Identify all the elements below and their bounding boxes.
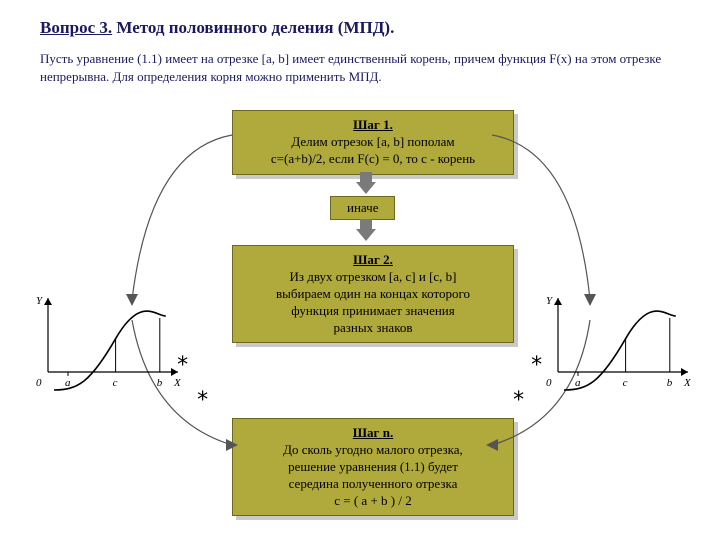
svg-text:a: a (575, 377, 581, 389)
asterisk-deco: * (196, 388, 209, 413)
connector-curves (0, 0, 720, 540)
svg-text:c: c (113, 377, 118, 389)
svg-text:a: a (65, 377, 71, 389)
svg-text:0: 0 (36, 377, 42, 389)
svg-text:b: b (667, 377, 673, 389)
svg-text:X: X (683, 377, 692, 389)
svg-text:Y: Y (36, 295, 44, 307)
svg-text:b: b (157, 377, 163, 389)
svg-text:X: X (173, 377, 182, 389)
svg-text:Y: Y (546, 295, 554, 307)
svg-text:0: 0 (546, 377, 552, 389)
chart-left: Y X 0 a c b (20, 290, 190, 400)
asterisk-deco: * (512, 388, 525, 413)
chart-right: Y X 0 a c b (530, 290, 700, 400)
svg-text:c: c (623, 377, 628, 389)
